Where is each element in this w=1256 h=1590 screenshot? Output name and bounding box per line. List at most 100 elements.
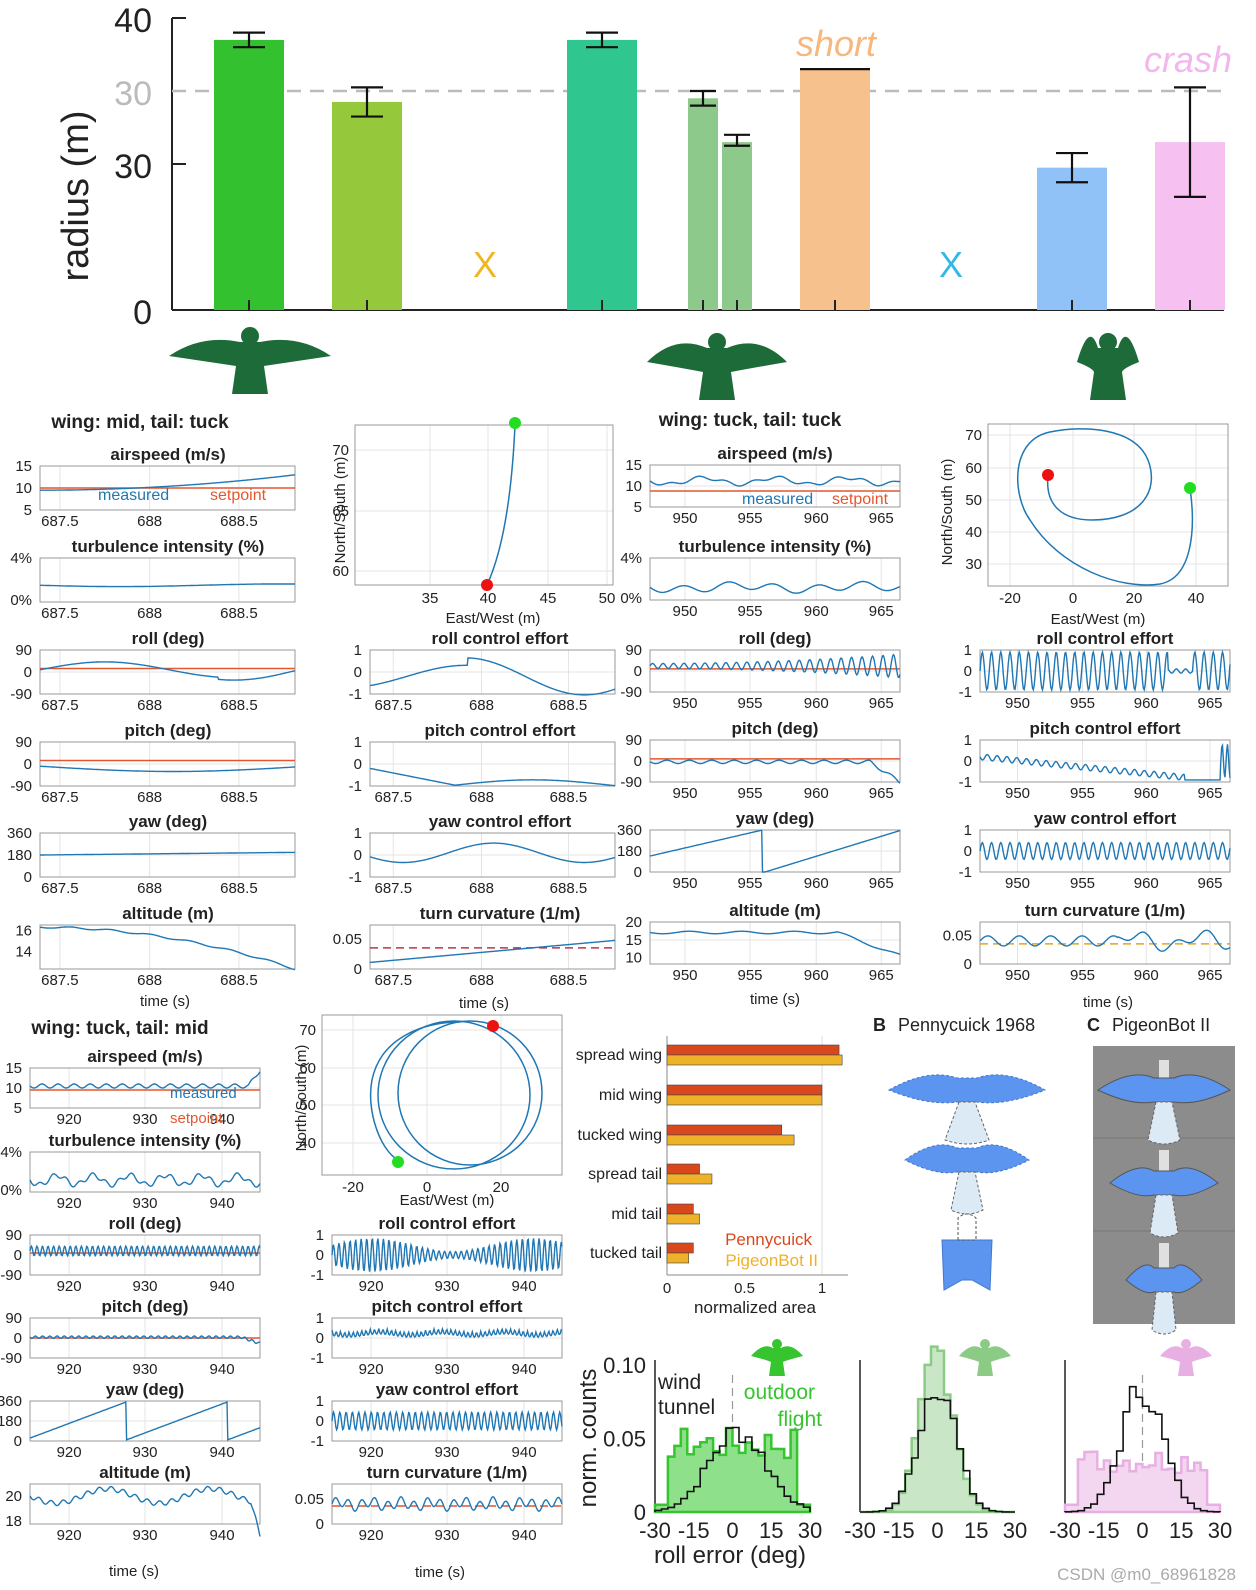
measured-line — [331, 1496, 563, 1512]
x-tick-label: 960 — [1134, 785, 1159, 802]
y-tick-label: 90 — [15, 642, 32, 659]
y-tick-label: 0 — [24, 756, 32, 773]
x-tick-label: 930 — [132, 1444, 157, 1461]
x-tick-label: 950 — [672, 875, 697, 892]
y-tick-label: 1 — [316, 1393, 324, 1410]
trajectory-xlabel: East/West (m) — [400, 1192, 495, 1209]
plot-frame — [369, 649, 616, 695]
x-tick-label: -20 — [342, 1179, 364, 1196]
panel-title: turn curvature (1/m) — [1025, 901, 1186, 920]
panel-c-title: PigeonBot II — [1112, 1015, 1210, 1035]
trajectory-ylabel: North/South (m) — [939, 459, 956, 566]
y-tick-label: 90 — [625, 642, 642, 659]
y-tick-label: 70 — [299, 1022, 316, 1039]
y-tick-label: -90 — [0, 1350, 22, 1367]
x-tick-label: 940 — [210, 1361, 235, 1378]
area-category-label: spread tail — [588, 1166, 662, 1183]
panel-title: yaw control effort — [1034, 809, 1177, 828]
x-tick-label: 955 — [737, 695, 762, 712]
x-tick-label: 940 — [512, 1361, 537, 1378]
trajectory-end-marker — [481, 579, 493, 591]
plot-frame — [29, 1483, 261, 1525]
plot-frame — [649, 557, 901, 601]
x-tick-label: 687.5 — [41, 789, 79, 806]
y-tick-label: -90 — [0, 1267, 22, 1284]
measured-line — [979, 841, 1231, 861]
x-tick-label: 955 — [1070, 875, 1095, 892]
y-tick-label: 50 — [299, 1097, 316, 1114]
bird-tail-shape — [950, 1171, 984, 1215]
plot-frame — [29, 1234, 261, 1276]
bird-head — [708, 333, 726, 351]
bar — [567, 39, 637, 311]
x-tick-label: 965 — [1197, 785, 1222, 802]
measured-line — [40, 583, 295, 588]
legend-setpoint: setpoint — [210, 487, 267, 504]
y-tick-label: 1 — [316, 1310, 324, 1327]
x-tick-label: 940 — [210, 1195, 235, 1212]
area-bar — [666, 1252, 690, 1264]
y-tick-label: 40 — [965, 524, 982, 541]
x-tick-label: 688 — [469, 880, 494, 897]
x-tick-label: 688 — [137, 697, 162, 714]
bird-tucked-sketch — [941, 1239, 993, 1291]
bird-mid-small-icon — [980, 1339, 990, 1349]
y-tick-label: 10 — [5, 1080, 22, 1097]
plot-frame — [39, 741, 296, 787]
plot-frame — [649, 464, 901, 508]
x-tick-label: 940 — [512, 1527, 537, 1544]
hist-xtick-label: 0 — [1136, 1518, 1148, 1543]
y-tick-label: 5 — [24, 502, 32, 519]
y-tick-label: -1 — [311, 1267, 324, 1284]
x-tick-label: 687.5 — [375, 697, 413, 714]
x-tick-label: 960 — [804, 695, 829, 712]
panel-title: airspeed (m/s) — [717, 444, 832, 463]
x-tick-label: 955 — [1070, 967, 1095, 984]
measured-line — [29, 1401, 261, 1441]
area-xtick-label: 1 — [818, 1280, 826, 1297]
panel-title: altitude (m) — [122, 904, 214, 923]
x-tick-label: 930 — [132, 1111, 157, 1128]
panel-title: airspeed (m/s) — [87, 1047, 202, 1066]
y-tick-label: 180 — [0, 1413, 22, 1430]
panel-title: roll control effort — [432, 629, 569, 648]
y-tick-label: 50 — [965, 492, 982, 509]
x-tick-label: 965 — [1197, 875, 1222, 892]
x-tick-label: 687.5 — [41, 605, 79, 622]
bird-head — [241, 327, 259, 345]
trajectory-frame — [987, 423, 1229, 587]
trajectory-ylabel: North/South (m) — [293, 1045, 310, 1152]
panel-title: turbulence intensity (%) — [679, 537, 872, 556]
trajectory-frame — [321, 1014, 563, 1176]
y-tick-label: 1 — [964, 732, 972, 749]
bird-spread-small-icon — [751, 1346, 803, 1376]
measured-line — [29, 1071, 261, 1089]
panel-title: yaw (deg) — [129, 812, 207, 831]
hist-ytick-label: 0 — [634, 1500, 646, 1525]
plot-frame — [649, 649, 901, 693]
y-tick-label: 10 — [625, 950, 642, 967]
bird-head — [1099, 333, 1117, 351]
y-tick-label: 0% — [10, 592, 32, 609]
y-tick-label: 20 — [625, 914, 642, 931]
x-tick-label: 688.5 — [550, 880, 588, 897]
x-tick-label: 930 — [132, 1527, 157, 1544]
x-tick-label: 930 — [434, 1444, 459, 1461]
y-tick-label: 0.05 — [295, 1491, 324, 1508]
y-tick-label: 1 — [964, 642, 972, 659]
x-tick-label: 930 — [132, 1361, 157, 1378]
y-tick-label: 0 — [24, 664, 32, 681]
hist-legend-flight: flight — [778, 1408, 823, 1431]
y-tick-label: 15 — [625, 457, 642, 474]
x-tick-label: 920 — [359, 1278, 384, 1295]
y-tick-label: 1 — [354, 825, 362, 842]
plot-frame — [979, 739, 1231, 783]
measured-line — [29, 1335, 261, 1345]
y-tick-label: -1 — [959, 864, 972, 881]
panel-title: pitch control effort — [1029, 719, 1180, 738]
y-tick-label: 14 — [15, 943, 32, 960]
area-category-label: spread wing — [576, 1047, 662, 1064]
measured-line — [979, 929, 1231, 952]
y-tick-label: 0 — [354, 847, 362, 864]
x-tick-label: 940 — [512, 1444, 537, 1461]
